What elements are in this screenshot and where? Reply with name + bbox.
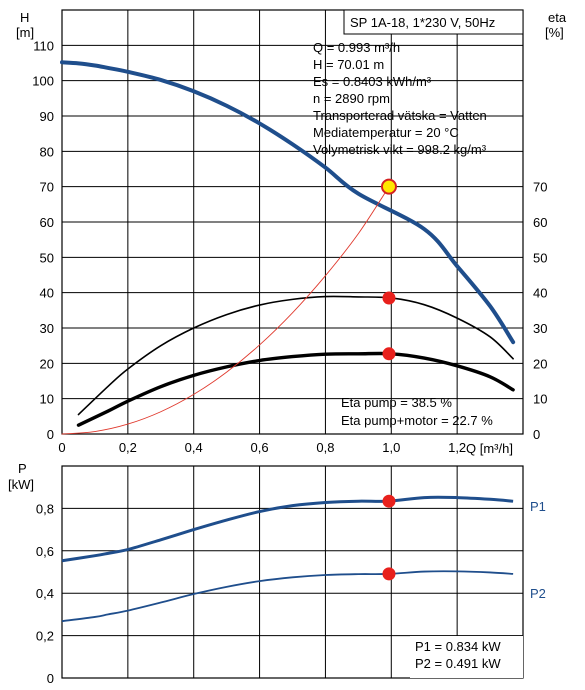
eta-total-curve [76, 351, 515, 427]
upper-grid [62, 10, 523, 434]
eta-tick-label: 0 [533, 427, 540, 442]
power-point-marker [382, 567, 396, 581]
eta-tick-label: 70 [533, 180, 547, 195]
title-text: SP 1A-18, 1*230 V, 50Hz [350, 15, 495, 30]
h-tick-label: 50 [40, 250, 54, 265]
lower-ticks: 0 0,2 0,4 0,6 0,8 [36, 501, 54, 686]
p-axis-label: P [18, 461, 27, 476]
p1-value-text: P1 = 0.834 kW [415, 639, 501, 654]
x-tick-label: 0,2 [119, 440, 137, 455]
eta-axis-label: eta [548, 10, 567, 25]
info-line: n = 2890 rpm [313, 91, 390, 106]
power-info-block: P1 = 0.834 kW P2 = 0.491 kW [410, 636, 523, 678]
eta-tick-label: 10 [533, 392, 547, 407]
x-tick-label: 0,4 [185, 440, 203, 455]
p-tick-label: 0,8 [36, 501, 54, 516]
info-line: Q = 0.993 m³/h [313, 40, 400, 55]
eta-pump-curve [77, 295, 514, 416]
upper-markers [380, 178, 397, 361]
eta-block: Eta pump = 38.5 % Eta pump+motor = 22.7 … [341, 395, 493, 428]
eta-tick-label: 30 [533, 321, 547, 336]
h-axis-label: H [20, 10, 29, 25]
h-axis-unit: [m] [16, 25, 34, 40]
title-box [343, 9, 524, 35]
upper-curves [60, 60, 516, 435]
h-tick-label: 60 [40, 215, 54, 230]
p-tick-label: 0,6 [36, 544, 54, 559]
q-axis-label: Q [m³/h] [466, 441, 513, 456]
h-tick-label: 30 [40, 321, 54, 336]
info-block: Q = 0.993 m³/h H = 70.01 m Es = 0.8403 k… [313, 40, 487, 157]
eta-total-text: Eta pump+motor = 22.7 % [341, 413, 493, 428]
h-tick-label: 0 [47, 427, 54, 442]
x-tick-label: 1,2 [448, 440, 466, 455]
h-tick-label: 70 [40, 180, 54, 195]
p-tick-label: 0,2 [36, 629, 54, 644]
eta-axis-unit: [%] [545, 25, 564, 40]
duty-point-marker [380, 178, 397, 195]
h-tick-label: 40 [40, 286, 54, 301]
p1-series-label: P1 [530, 499, 546, 514]
x-tick-label: 0,6 [251, 440, 269, 455]
eta-tick-label: 20 [533, 356, 547, 371]
p1-curve [61, 495, 514, 563]
h-tick-label: 80 [40, 144, 54, 159]
info-line: Transporterad vätska = Vatten [313, 108, 487, 123]
operating-point-marker [382, 291, 396, 305]
h-tick-label: 90 [40, 109, 54, 124]
info-line: Mediatemperatur = 20 °C [313, 125, 459, 140]
x-tick-label: 0 [58, 440, 65, 455]
lower-curves [61, 495, 514, 623]
x-tick-label: 0,8 [316, 440, 334, 455]
head-curve [60, 60, 516, 345]
lower-markers [382, 494, 396, 581]
info-line: Es = 0.8403 kWh/m³ [313, 74, 432, 89]
h-tick-label: 110 [33, 38, 54, 53]
power-point-marker [382, 494, 396, 508]
p-tick-label: 0,4 [36, 586, 54, 601]
p-tick-label: 0 [47, 671, 54, 686]
operating-point-marker [382, 347, 396, 361]
eta-tick-label: 40 [533, 286, 547, 301]
x-tick-label: 1,0 [382, 440, 400, 455]
p2-series-label: P2 [530, 586, 546, 601]
info-line: Volymetrisk vikt = 998.2 kg/m³ [313, 142, 487, 157]
p-axis-unit: [kW] [8, 477, 34, 492]
h-tick-label: 100 [32, 74, 54, 89]
eta-tick-label: 60 [533, 215, 547, 230]
info-line: H = 70.01 m [313, 57, 384, 72]
p2-value-text: P2 = 0.491 kW [415, 656, 501, 671]
system-curve [61, 186, 390, 435]
h-tick-label: 10 [40, 392, 54, 407]
eta-pump-text: Eta pump = 38.5 % [341, 395, 452, 410]
eta-tick-label: 50 [533, 250, 547, 265]
p2-curve [61, 570, 514, 623]
upper-ticks: 0 0,2 0,4 0,6 0,8 1,0 1,2 0 10 20 30 40 50 60 70 80 90 10… [32, 38, 547, 455]
h-tick-label: 20 [40, 356, 54, 371]
